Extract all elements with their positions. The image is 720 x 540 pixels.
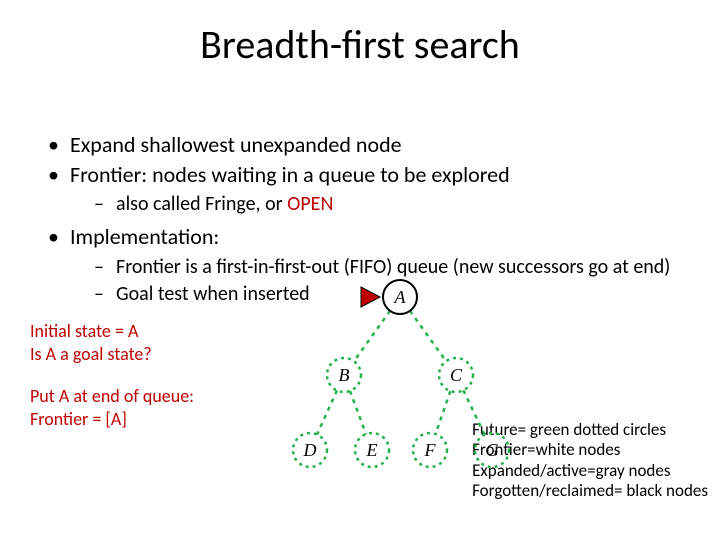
tree-diagram: A B C D E F G bbox=[280, 275, 520, 475]
bullet-frontier-text: Frontier: nodes waiting in a queue to be… bbox=[70, 161, 510, 188]
pointer-triangle-icon bbox=[361, 287, 380, 307]
left-notes-1: Initial state = A Is A a goal state? bbox=[30, 320, 290, 365]
tree-node-label-B: B bbox=[339, 365, 350, 385]
fringe-text: also called Fringe, or bbox=[116, 192, 287, 216]
open-text: OPEN bbox=[287, 192, 333, 216]
tree-edge bbox=[463, 390, 484, 434]
bullet-frontier-sub: also called Fringe, or OPEN bbox=[70, 191, 708, 218]
note-goal: Is A a goal state? bbox=[30, 343, 290, 366]
tree-edge bbox=[354, 311, 390, 361]
tree-edge bbox=[350, 391, 366, 434]
bullet-frontier: Frontier: nodes waiting in a queue to be… bbox=[48, 160, 708, 219]
tree-node-label-E: E bbox=[366, 440, 378, 460]
impl-text: Implementation: bbox=[70, 223, 219, 250]
tree-node-label-F: F bbox=[424, 440, 437, 460]
note-frontier: Frontier = [A] bbox=[30, 408, 290, 431]
tree-svg: A B C D E F G bbox=[280, 275, 520, 475]
slide: Breadth-first search Expand shallowest u… bbox=[0, 0, 720, 540]
tree-edge bbox=[410, 311, 446, 361]
left-notes-2: Put A at end of queue: Frontier = [A] bbox=[30, 385, 290, 430]
tree-edge bbox=[436, 391, 451, 434]
note-initial: Initial state = A bbox=[30, 320, 290, 343]
tree-edge bbox=[317, 390, 337, 434]
page-title: Breadth-first search bbox=[0, 20, 720, 69]
legend-forgotten: Forgotten/reclaimed= black nodes bbox=[472, 481, 708, 501]
bullet-expand: Expand shallowest unexpanded node bbox=[48, 130, 708, 160]
tree-node-label-G: G bbox=[486, 440, 499, 460]
tree-node-label-C: C bbox=[450, 365, 463, 385]
tree-node-label-A: A bbox=[394, 287, 407, 307]
tree-node-label-D: D bbox=[303, 440, 317, 460]
note-put: Put A at end of queue: bbox=[30, 385, 290, 408]
